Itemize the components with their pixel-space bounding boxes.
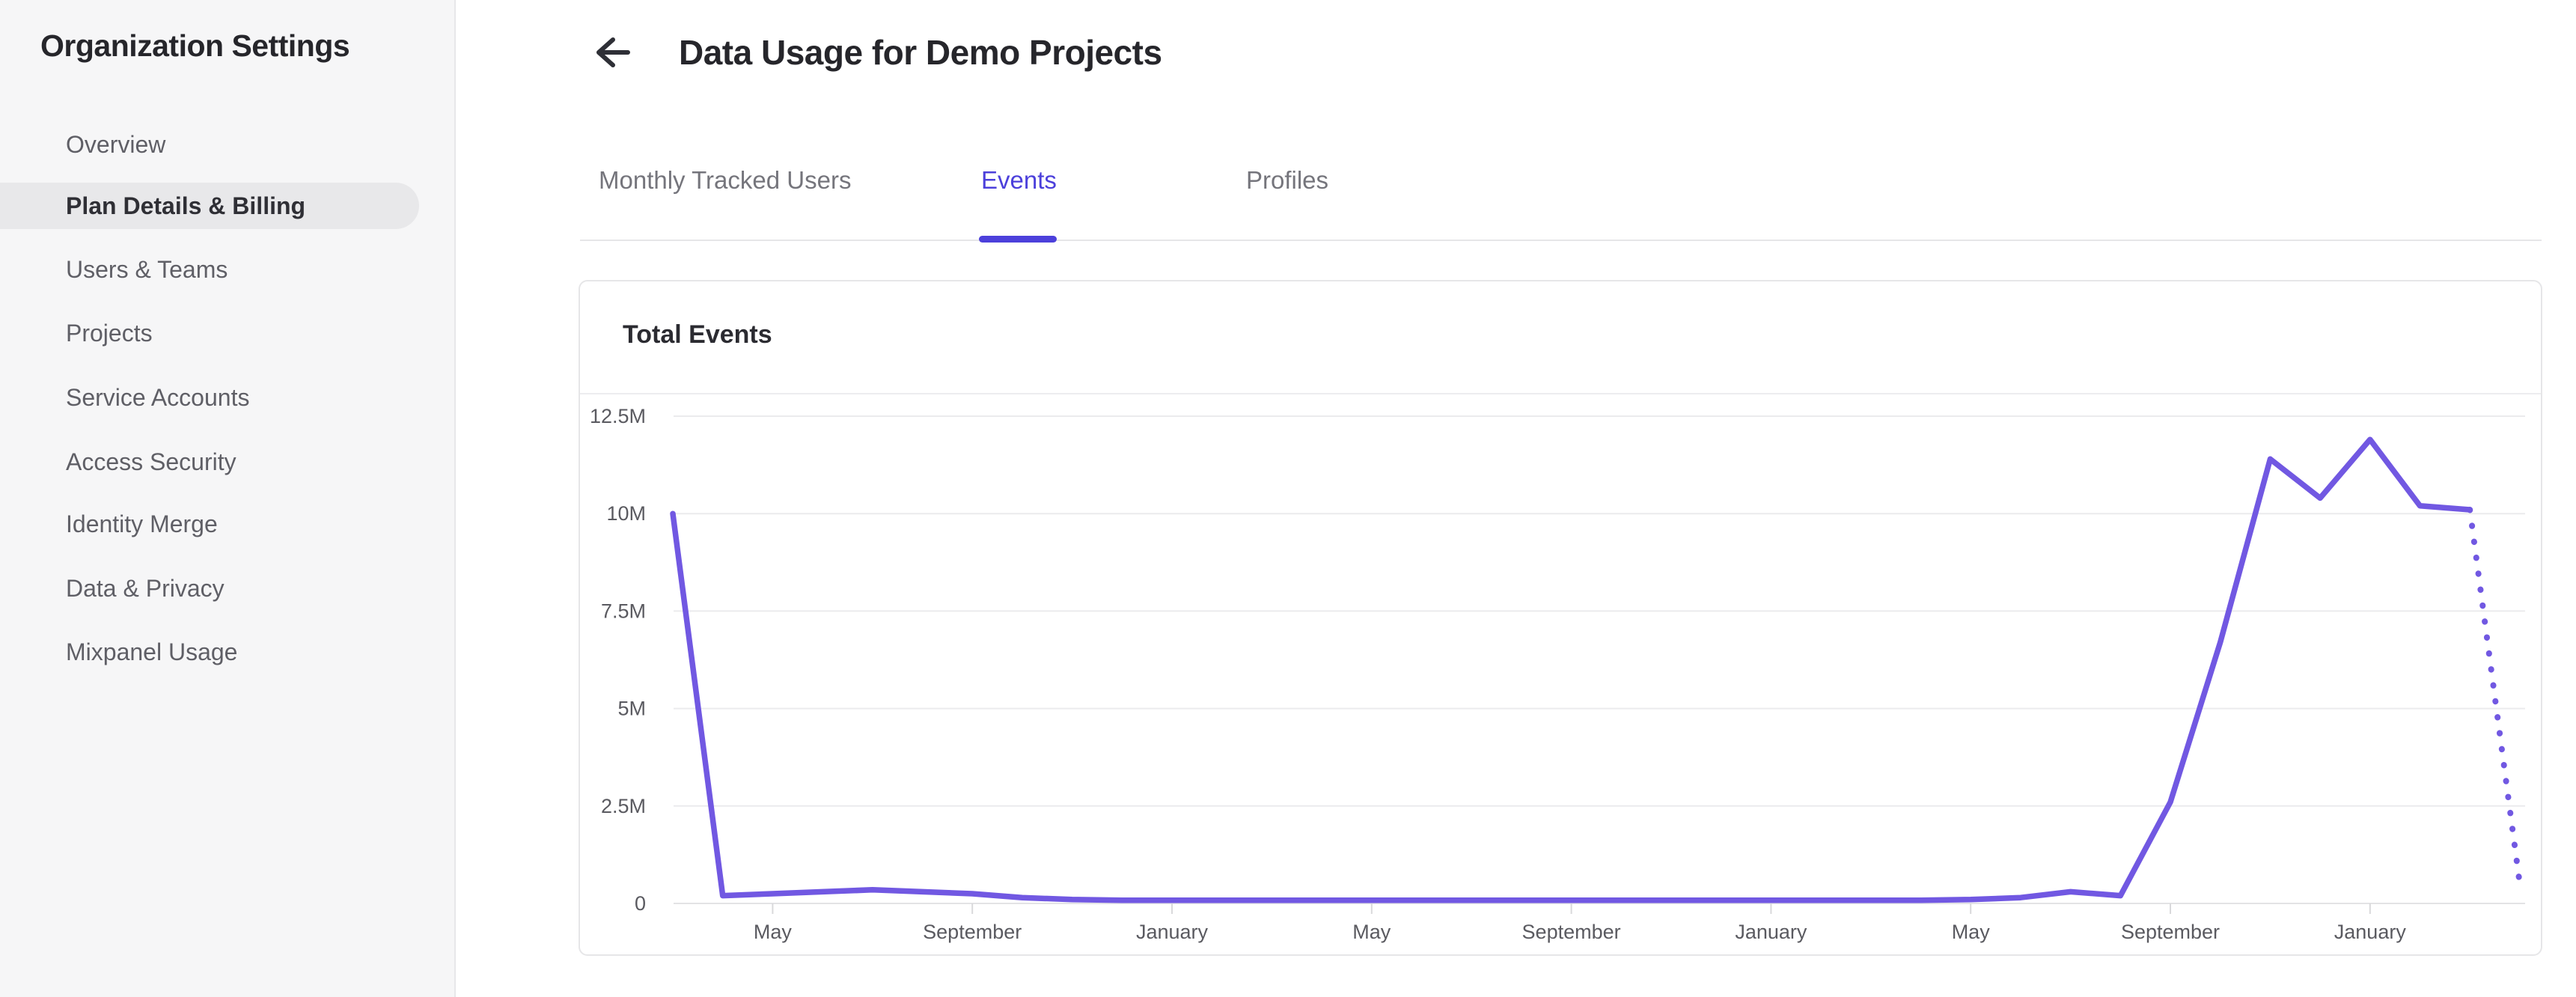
x-axis-label: January (1735, 921, 1807, 943)
sidebar-item-mixpanel-usage[interactable]: Mixpanel Usage (66, 638, 238, 665)
sidebar-item-overview[interactable]: Overview (66, 131, 166, 158)
x-axis-label: May (1352, 921, 1391, 943)
projected-line-dotted (2467, 506, 2523, 887)
sidebar-item-plan-details-billing[interactable]: Plan Details & Billing (0, 183, 419, 229)
page-title: Data Usage for Demo Projects (679, 33, 1162, 72)
x-axis-label: September (2121, 921, 2220, 943)
tab-monthly-tracked-users[interactable]: Monthly Tracked Users (599, 166, 852, 194)
active-tab-underline (979, 236, 1057, 243)
total-events-card: Total Events 12.5M 10M 7.5M 5M 2.5M 0 May Septe… (579, 280, 2542, 956)
y-axis-label: 2.5M (601, 795, 646, 817)
sidebar-item-identity-merge[interactable]: Identity Merge (66, 510, 218, 537)
sidebar-item-access-security[interactable]: Access Security (66, 448, 236, 475)
sidebar-item-users-teams[interactable]: Users & Teams (66, 256, 228, 283)
sidebar-title: Organization Settings (40, 28, 350, 63)
x-axis-label: September (1522, 921, 1621, 943)
x-axis-label: May (754, 921, 793, 943)
tab-profiles[interactable]: Profiles (1246, 166, 1329, 194)
card-header-divider (580, 393, 2541, 394)
back-button[interactable] (592, 31, 634, 73)
card-title: Total Events (623, 320, 772, 349)
x-axis-label: May (1952, 921, 1991, 943)
x-axis-label: January (2334, 921, 2407, 943)
y-axis-label: 0 (635, 892, 646, 915)
sidebar-item-data-privacy[interactable]: Data & Privacy (66, 575, 225, 602)
y-axis-label: 12.5M (590, 405, 646, 427)
tab-events[interactable]: Events (981, 166, 1057, 194)
tabs-divider (580, 240, 2542, 241)
sidebar-item-service-accounts[interactable]: Service Accounts (66, 384, 250, 411)
x-axis-label: January (1136, 921, 1209, 943)
y-axis-label: 7.5M (601, 600, 646, 622)
sidebar: Organization Settings Overview Plan Deta… (0, 0, 456, 997)
y-axis-label: 10M (606, 502, 646, 525)
arrow-left-icon (596, 37, 630, 67)
x-axis-label: September (923, 921, 1022, 943)
page-header: Data Usage for Demo Projects (592, 28, 1162, 76)
total-events-line-chart: 12.5M 10M 7.5M 5M 2.5M 0 May September January Ma… (590, 405, 2525, 943)
sidebar-item-projects[interactable]: Projects (66, 320, 153, 347)
events-line (670, 436, 2473, 903)
y-axis-label: 5M (617, 698, 646, 720)
